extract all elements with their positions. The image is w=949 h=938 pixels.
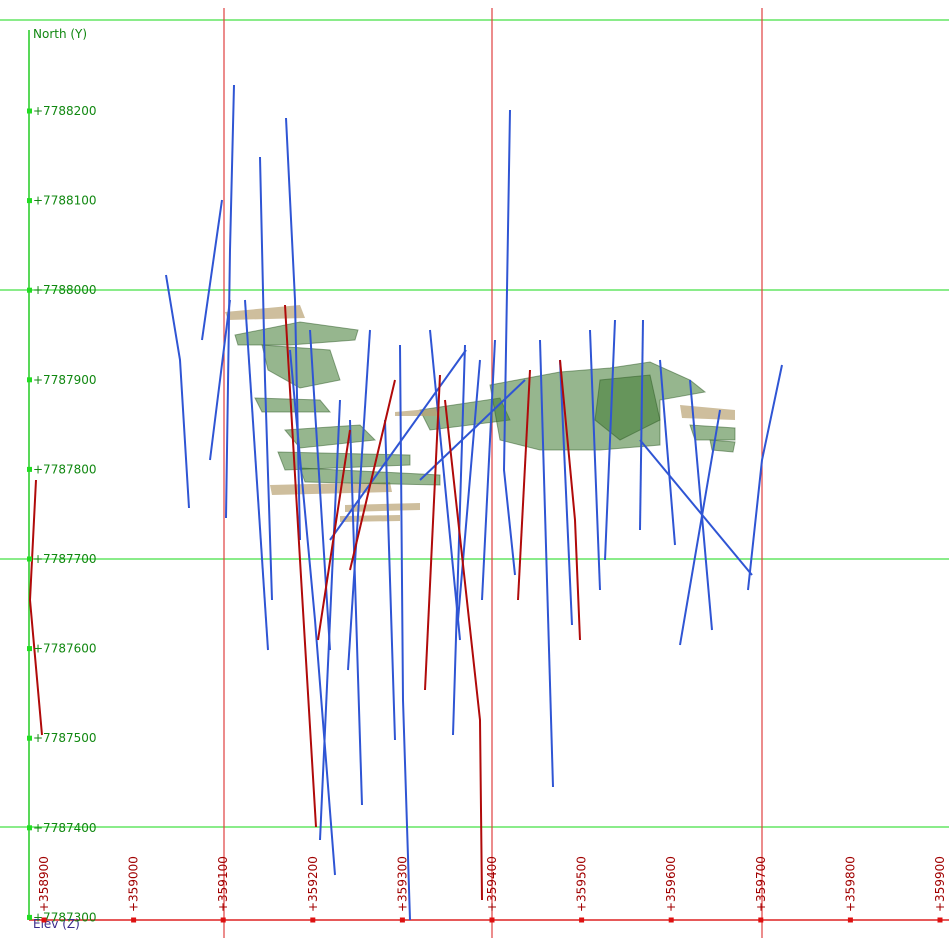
x-tick-label: +359900 — [933, 856, 947, 912]
x-tick-label: +359500 — [575, 856, 589, 912]
tick-marker — [27, 198, 32, 204]
y-tick-label: +7788200 — [33, 104, 97, 118]
ore-body — [340, 515, 400, 522]
tick-marker — [310, 917, 316, 923]
ore-body — [709, 439, 736, 453]
tick-marker — [27, 377, 32, 383]
drillhole — [259, 156, 273, 601]
ore-body — [299, 467, 441, 486]
x-tick-label: +359400 — [485, 856, 499, 912]
tick-marker — [489, 917, 495, 923]
drillholes — [165, 84, 783, 921]
tick-marker — [41, 917, 47, 923]
x-tick-label: +359800 — [843, 856, 857, 912]
drillhole — [309, 329, 331, 651]
drillhole — [559, 359, 573, 626]
y-tick-label: +7788000 — [33, 283, 97, 297]
y-ticks: +7788200 +7788100 +7788000 +7787900 +7787800… — [27, 104, 97, 924]
drillhole — [329, 349, 467, 541]
x-ticks: +358900 +359000 +359100 +359200 +359300 +3594… — [37, 856, 947, 923]
drillhole — [384, 419, 396, 741]
y-tick-label: +7787800 — [33, 462, 97, 476]
tick-marker — [27, 108, 32, 114]
drillhole — [679, 409, 721, 646]
drillhole — [457, 359, 481, 621]
drillhole — [559, 359, 581, 641]
drillhole — [481, 339, 496, 601]
drillhole — [349, 419, 363, 806]
drillhole — [319, 399, 341, 841]
x-tick-label: +359200 — [306, 856, 320, 912]
ore-body — [261, 344, 341, 389]
tick-marker — [847, 917, 853, 923]
drillhole — [444, 399, 483, 901]
tick-marker — [27, 466, 32, 472]
drillhole — [517, 369, 531, 601]
axis-title: North (Y) — [33, 27, 87, 41]
drillhole — [424, 374, 441, 691]
y-tick-label: +7787400 — [33, 821, 97, 835]
tick-marker — [399, 917, 405, 923]
drillhole — [225, 84, 235, 519]
x-tick-label: +359000 — [127, 856, 141, 912]
drillhole — [639, 439, 753, 576]
x-tick-label: +359300 — [395, 856, 409, 912]
drillhole — [289, 349, 336, 876]
drillhole — [429, 329, 461, 641]
y-tick-label: +7787900 — [33, 373, 97, 387]
drillhole — [201, 199, 223, 341]
drillhole — [747, 364, 783, 591]
drillhole — [689, 379, 713, 631]
drillhole — [285, 117, 301, 541]
tick-marker — [937, 917, 943, 923]
y-tick-label: +7787600 — [33, 642, 97, 656]
drillhole — [539, 339, 554, 788]
drillhole — [589, 329, 601, 591]
tick-marker — [27, 735, 32, 741]
drillhole — [639, 319, 644, 531]
drillholes-red — [28, 304, 581, 901]
tick-marker — [27, 914, 32, 920]
major-grid — [0, 8, 949, 938]
drillhole — [604, 319, 616, 561]
drillhole — [244, 299, 269, 651]
ore-body — [270, 482, 392, 495]
drillhole — [419, 379, 526, 481]
y-tick-label: +7787700 — [33, 552, 97, 566]
ore-body — [254, 397, 332, 413]
tick-marker — [27, 287, 32, 293]
tick-marker — [27, 646, 32, 652]
x-tick-label: +359600 — [664, 856, 678, 912]
drillhole — [502, 109, 516, 576]
tick-marker — [668, 917, 674, 923]
ore-bodies — [225, 305, 736, 522]
ore-body — [689, 424, 736, 441]
ore-body — [283, 424, 377, 449]
drillhole — [452, 344, 466, 736]
drillhole — [284, 304, 317, 828]
x-tick-label: +359100 — [216, 856, 230, 912]
tick-marker — [579, 917, 585, 923]
drillhole — [209, 299, 231, 461]
tick-marker — [758, 917, 764, 923]
y-tick-label: +7788100 — [33, 194, 97, 208]
tick-marker — [131, 917, 137, 923]
ore-body — [395, 408, 440, 416]
y-tick-label: +7787500 — [33, 731, 97, 745]
drillhole — [349, 379, 396, 571]
x-tick-label: +359700 — [754, 856, 768, 912]
drillhole — [659, 359, 676, 546]
tick-marker — [27, 556, 32, 562]
drillhole — [28, 479, 43, 736]
x-tick-label: +358900 — [37, 856, 51, 912]
drillhole — [165, 274, 190, 509]
tick-marker — [220, 917, 226, 923]
tick-marker — [27, 825, 32, 831]
drillhole — [317, 429, 351, 641]
y-tick-label: +7787300 — [33, 910, 97, 924]
drillhole — [399, 344, 411, 921]
